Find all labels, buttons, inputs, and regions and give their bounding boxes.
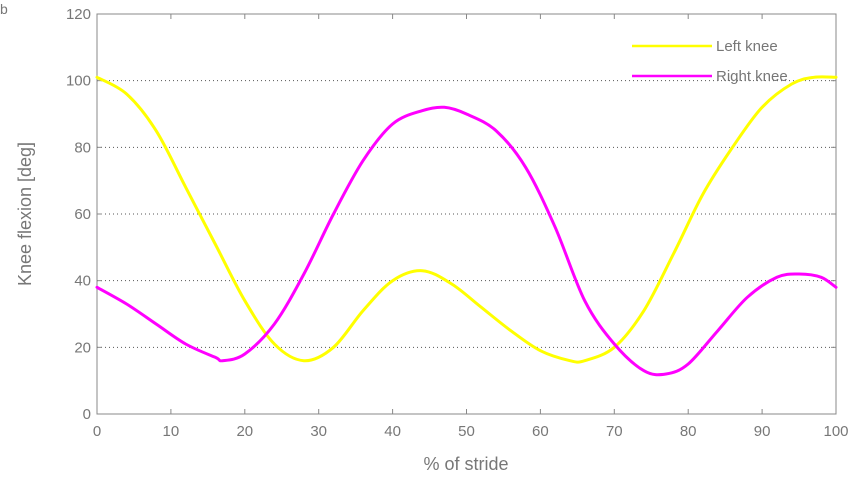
- x-tick-label-60: 60: [532, 423, 549, 440]
- x-tick-label-80: 80: [680, 423, 697, 440]
- axis-ticks: 0 10 20 30 40 50 60 70 80 90 100 0 20 40 60 80 100 120: [66, 6, 849, 440]
- series-line-right-knee: [95, 105, 838, 377]
- x-tick-label-30: 30: [310, 423, 327, 440]
- panel-letter: b: [0, 1, 8, 17]
- y-tick-label-60: 60: [74, 206, 91, 223]
- x-tick-label-0: 0: [93, 423, 101, 440]
- y-tick-label-100: 100: [66, 73, 91, 90]
- x-tick-label-70: 70: [606, 423, 623, 440]
- y-tick-label-20: 20: [74, 339, 91, 356]
- legend-label-right-knee: Right knee: [716, 68, 788, 85]
- y-tick-label-80: 80: [74, 139, 91, 156]
- legend-label-left-knee: Left knee: [716, 38, 778, 55]
- y-tick-label-120: 120: [66, 6, 91, 23]
- plot-area: [96, 13, 837, 415]
- x-tick-label-100: 100: [823, 423, 848, 440]
- x-tick-label-20: 20: [236, 423, 253, 440]
- x-tick-label-10: 10: [163, 423, 180, 440]
- y-axis-label: Knee flexion [deg]: [15, 142, 35, 286]
- x-axis-label: % of stride: [423, 454, 508, 474]
- series-line-left-knee: [95, 75, 838, 364]
- x-tick-label-90: 90: [754, 423, 771, 440]
- legend: Left knee Right knee: [632, 38, 788, 85]
- y-tick-label-40: 40: [74, 273, 91, 290]
- x-tick-label-40: 40: [384, 423, 401, 440]
- x-tick-label-50: 50: [458, 423, 475, 440]
- y-tick-label-0: 0: [83, 406, 91, 423]
- series-layer: [95, 75, 838, 377]
